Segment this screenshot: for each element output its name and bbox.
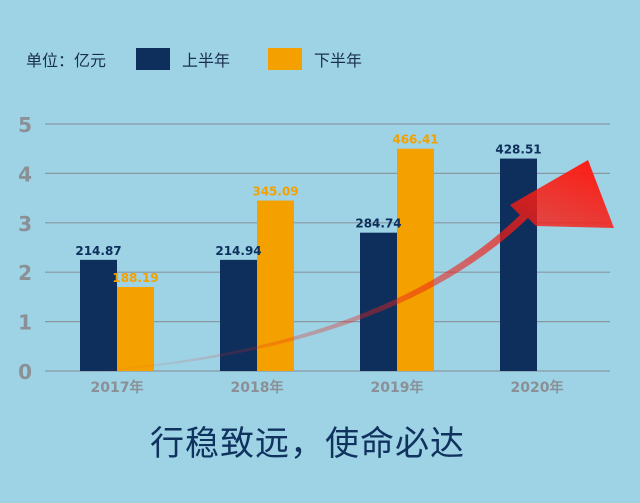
y-tick-label: 1 (18, 311, 32, 335)
data-label: 284.74 (355, 217, 401, 231)
y-tick-label: 3 (18, 212, 32, 236)
y-tick-label: 4 (18, 162, 32, 186)
y-tick-label: 2 (18, 261, 32, 285)
trend-arrow (85, 160, 614, 373)
bar-first-half (80, 259, 117, 371)
x-tick-label: 2018年 (231, 379, 284, 396)
data-label: 466.41 (392, 133, 438, 147)
data-label: 428.51 (495, 143, 541, 157)
x-tick-label: 2017年 (91, 379, 144, 396)
unit-label: 单位：亿元 (26, 51, 107, 70)
legend-label-series1: 上半年 (182, 51, 231, 70)
data-label: 345.09 (252, 185, 298, 199)
data-label: 214.87 (75, 244, 121, 258)
legend-swatch-series1 (136, 48, 171, 70)
bar-second-half (397, 148, 434, 371)
data-label: 214.94 (215, 244, 261, 258)
bar-second-half (117, 287, 154, 371)
legend-swatch-series2 (268, 48, 303, 70)
legend: 单位：亿元 上半年 下半年 (26, 44, 400, 74)
data-label: 188.19 (112, 271, 158, 285)
y-tick-label: 0 (18, 360, 32, 384)
legend-label-series2: 下半年 (314, 51, 363, 70)
x-tick-label: 2019年 (371, 379, 424, 396)
slogan: 行稳致远，使命必达 (150, 424, 465, 464)
bar-first-half (500, 158, 537, 371)
x-tick-label: 2020年 (511, 379, 564, 396)
y-tick-label: 5 (18, 113, 32, 137)
